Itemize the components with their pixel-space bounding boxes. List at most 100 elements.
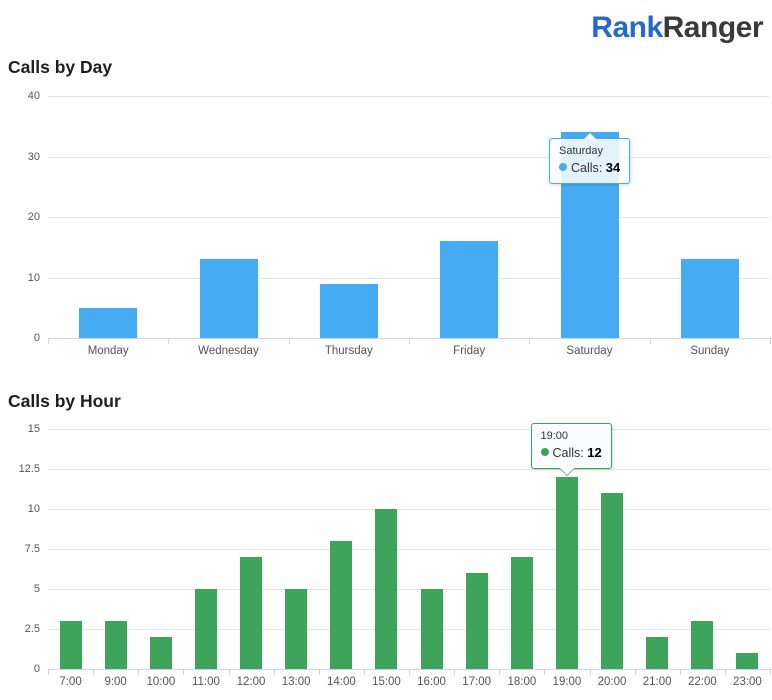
x-axis-label: Friday — [453, 345, 486, 357]
axis-tick — [138, 669, 140, 675]
axis-tick — [529, 338, 531, 344]
x-axis-label: 21:00 — [642, 676, 672, 688]
y-axis-label: 0 — [33, 663, 40, 675]
axis-tick — [48, 338, 49, 344]
axis-tick — [228, 669, 230, 675]
rankranger-logo: RankRanger — [591, 11, 763, 45]
bar-monday[interactable] — [79, 307, 138, 339]
series-dot-icon — [559, 163, 567, 172]
axis-tick — [363, 669, 365, 675]
logo-rank-text: Rank — [591, 11, 663, 44]
gridline — [48, 217, 770, 218]
gridline — [48, 629, 770, 630]
bar-friday[interactable] — [440, 241, 499, 338]
tooltip-series-line: Calls: 34 — [559, 159, 620, 177]
bar-12-00[interactable] — [240, 557, 263, 669]
logo-ranger-text: Ranger — [662, 11, 764, 44]
y-axis-label: 0 — [33, 332, 40, 344]
bar-thursday[interactable] — [319, 283, 378, 339]
tooltip-arrow-down — [560, 468, 575, 475]
chart-tooltip: 19:00 Calls: 12 — [530, 423, 612, 476]
bar-23-00[interactable] — [736, 653, 759, 669]
x-axis-label: 7:00 — [59, 676, 82, 688]
axis-tick — [499, 669, 501, 675]
y-axis-label: 5 — [33, 583, 40, 595]
calls-by-day-title: Calls by Day — [8, 57, 113, 77]
x-axis-label: 13:00 — [281, 676, 311, 688]
y-axis-label: 40 — [27, 90, 40, 102]
x-axis-label: 12:00 — [236, 676, 266, 688]
tooltip-series-label: Calls: — [552, 446, 588, 460]
axis-tick — [649, 338, 651, 344]
calls-by-hour-title: Calls by Hour — [8, 391, 121, 411]
x-axis-label: 10:00 — [146, 676, 176, 688]
y-axis-label: 10 — [27, 271, 40, 284]
x-axis-label: 9:00 — [104, 676, 127, 688]
bar-13-00[interactable] — [285, 589, 308, 669]
gridline — [48, 429, 770, 430]
y-axis-label: 7.5 — [24, 543, 40, 555]
axis-tick — [724, 669, 726, 675]
x-axis-label: Wednesday — [198, 345, 259, 357]
bar-15-00[interactable] — [375, 509, 398, 669]
axis-tick — [183, 669, 185, 675]
bar-20-00[interactable] — [601, 493, 624, 669]
x-axis-label: 11:00 — [191, 676, 220, 688]
bar-11-00[interactable] — [194, 589, 217, 669]
bar-18-00[interactable] — [510, 557, 533, 669]
tooltip-arrow-up — [583, 133, 596, 140]
axis-tick — [318, 669, 320, 675]
y-axis-label: 10 — [27, 503, 40, 515]
x-axis-label: Thursday — [324, 345, 373, 357]
x-axis-label: 18:00 — [507, 676, 537, 688]
x-axis-label: 19:00 — [552, 676, 582, 688]
axis-tick — [409, 338, 410, 344]
bar-21-00[interactable] — [646, 637, 669, 669]
axis-tick — [634, 669, 636, 675]
x-axis-label: 14:00 — [326, 676, 356, 688]
bar-wednesday[interactable] — [199, 259, 258, 339]
gridline — [48, 469, 770, 470]
axis-tick — [454, 669, 456, 675]
gridline — [48, 96, 770, 97]
x-axis-label: 23:00 — [733, 676, 762, 688]
axis-tick — [168, 338, 170, 344]
x-axis-label: 16:00 — [417, 676, 446, 688]
bar-sunday[interactable] — [680, 259, 739, 339]
x-axis-label: Monday — [87, 345, 129, 357]
tooltip-value: 12 — [587, 445, 602, 460]
axis-tick — [770, 338, 771, 344]
bar-14-00[interactable] — [330, 541, 353, 669]
tooltip-category: Saturday — [559, 145, 604, 158]
tooltip-series-label: Calls: — [571, 161, 606, 176]
x-axis-label: 20:00 — [597, 676, 627, 688]
bar-9-00[interactable] — [104, 621, 127, 669]
axis-tick — [48, 669, 49, 675]
x-axis-label: 15:00 — [372, 676, 401, 688]
gridline — [48, 589, 770, 590]
bar-19-00[interactable] — [555, 477, 578, 669]
axis-tick — [544, 669, 546, 675]
y-axis-label: 30 — [27, 150, 40, 163]
gridline — [48, 509, 770, 510]
axis-tick — [770, 669, 771, 675]
axis-tick — [93, 669, 95, 675]
bar-7-00[interactable] — [59, 621, 82, 669]
bar-10-00[interactable] — [149, 637, 172, 669]
tooltip-category: 19:00 — [540, 430, 569, 442]
bar-16-00[interactable] — [420, 589, 443, 669]
x-axis-label: Sunday — [690, 345, 730, 357]
x-axis-label: 17:00 — [462, 676, 492, 688]
bar-22-00[interactable] — [691, 621, 714, 669]
axis-tick — [679, 669, 681, 675]
gridline — [48, 549, 770, 550]
x-axis-label: Saturday — [566, 345, 613, 357]
chart-tooltip: Saturday Calls: 34 — [549, 132, 631, 185]
bar-17-00[interactable] — [465, 573, 488, 669]
y-axis-label: 15 — [27, 423, 40, 435]
axis-tick — [273, 669, 275, 675]
y-axis-label: 2.5 — [24, 623, 40, 635]
gridline — [48, 277, 770, 279]
series-dot-icon — [540, 448, 549, 456]
